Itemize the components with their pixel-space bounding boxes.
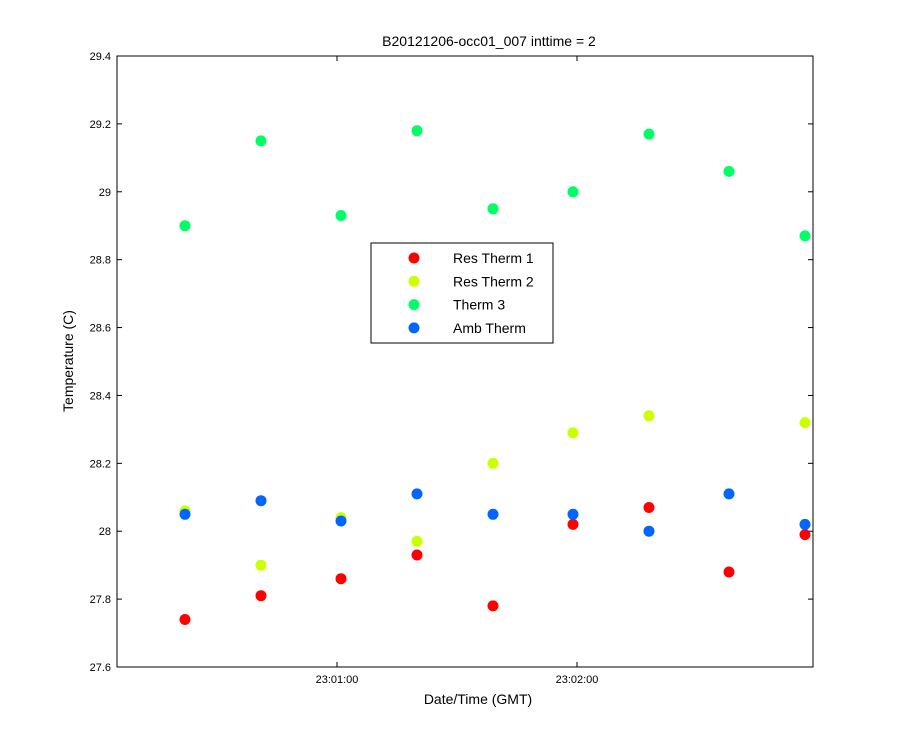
chart-title: B20121206-occ01_007 inttime = 2 xyxy=(382,33,596,49)
legend-label: Therm 3 xyxy=(453,297,505,313)
x-tick-label: 23:02:00 xyxy=(556,674,599,686)
data-point xyxy=(179,508,191,520)
data-point xyxy=(799,518,811,530)
data-point xyxy=(799,529,811,541)
data-point xyxy=(643,525,655,537)
data-point xyxy=(255,559,267,571)
legend: Res Therm 1 Res Therm 2 Therm 3 Amb Therm xyxy=(370,242,554,344)
data-point xyxy=(335,573,347,585)
data-point xyxy=(487,600,499,612)
data-point xyxy=(255,135,267,147)
x-tick-label: 23:01:00 xyxy=(316,674,359,686)
y-tick-label: 28 xyxy=(99,526,111,538)
legend-marker xyxy=(408,299,420,311)
y-tick-label: 28.6 xyxy=(90,323,111,335)
legend-box xyxy=(370,242,554,344)
data-point xyxy=(723,566,735,578)
data-point xyxy=(643,128,655,140)
data-point xyxy=(179,614,191,625)
y-tick-label: 28.8 xyxy=(90,255,111,267)
data-point xyxy=(487,203,499,215)
data-point xyxy=(255,495,267,507)
data-point xyxy=(723,165,735,177)
data-point xyxy=(643,410,655,422)
data-point xyxy=(643,502,655,513)
x-axis-title: Date/Time (GMT) xyxy=(424,691,532,707)
data-point xyxy=(487,457,499,469)
y-tick-label: 29.2 xyxy=(90,119,111,131)
legend-marker xyxy=(408,275,420,287)
plot-area-group xyxy=(116,55,814,668)
y-tick-label: 27.6 xyxy=(90,662,111,674)
data-point xyxy=(799,417,811,429)
data-point xyxy=(411,125,423,137)
data-point xyxy=(799,230,811,242)
legend-label: Amb Therm xyxy=(453,320,526,336)
data-point xyxy=(335,210,347,221)
data-point xyxy=(567,186,579,198)
data-point xyxy=(411,535,423,547)
legend-label: Res Therm 1 xyxy=(453,250,534,266)
data-point xyxy=(179,220,191,232)
data-point xyxy=(487,508,499,520)
legend-label: Res Therm 2 xyxy=(453,273,534,289)
series-therm-3 xyxy=(179,125,811,242)
y-axis-title: Temperature (C) xyxy=(60,310,76,412)
ticks-group: 27.6 27.8 28 28.2 28.4 28.6 28.8 29 29.2 29.4 23:0… xyxy=(90,51,813,686)
points-group xyxy=(179,125,811,625)
y-tick-label: 29.4 xyxy=(90,51,111,63)
data-point xyxy=(723,488,735,500)
data-point xyxy=(567,508,579,520)
series-res-therm-1 xyxy=(179,502,811,625)
y-tick-label: 29 xyxy=(99,187,111,199)
y-tick-label: 28.2 xyxy=(90,458,111,470)
data-point xyxy=(567,427,579,439)
series-amb-therm xyxy=(179,488,811,537)
plot-area xyxy=(116,55,814,668)
data-point xyxy=(255,590,267,602)
data-point xyxy=(411,549,423,561)
y-tick-label: 28.4 xyxy=(90,390,111,402)
data-point xyxy=(567,518,579,530)
y-tick-label: 27.8 xyxy=(90,594,111,606)
data-point xyxy=(335,515,347,527)
data-point xyxy=(411,488,423,500)
legend-marker xyxy=(408,322,420,334)
legend-marker xyxy=(408,252,420,264)
